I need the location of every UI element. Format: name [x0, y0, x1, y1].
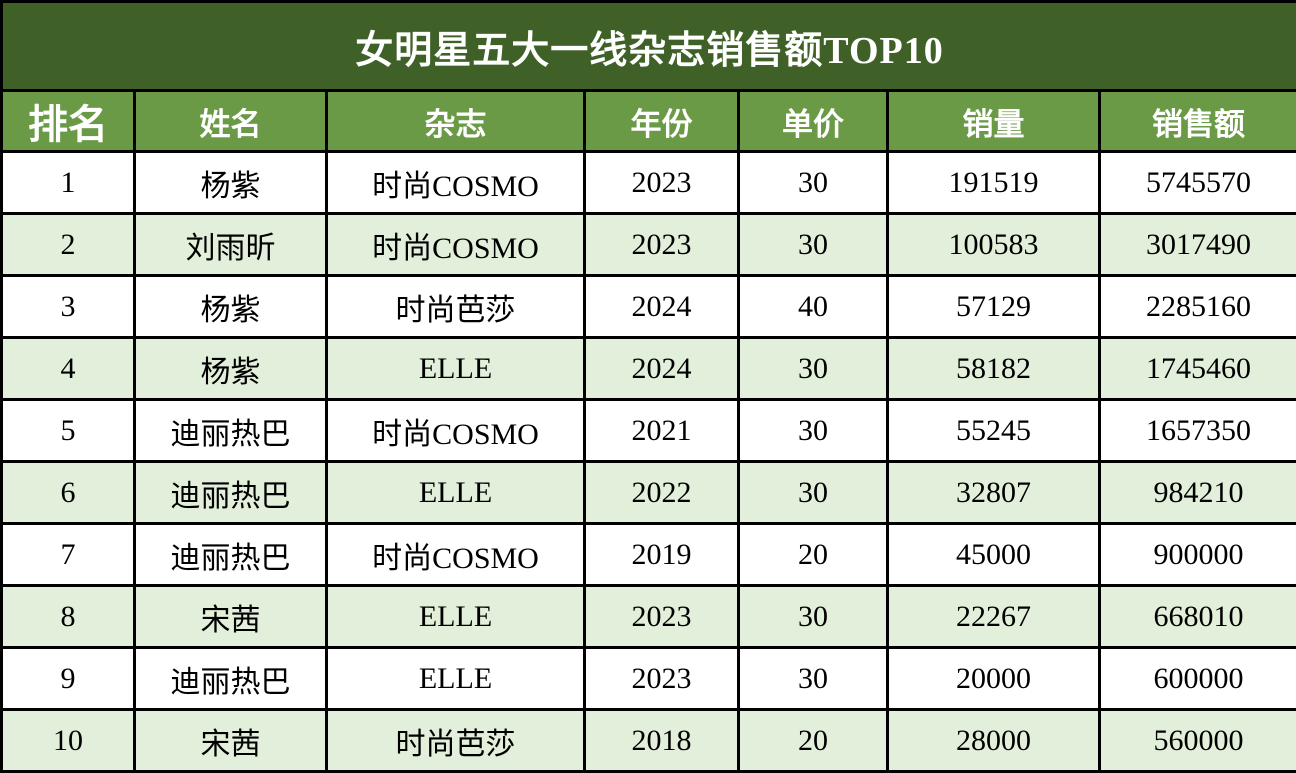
- cell-price: 30: [739, 462, 888, 524]
- cell-rank: 7: [2, 524, 135, 586]
- table-row: 5 迪丽热巴 时尚COSMO 2021 30 55245 1657350: [2, 400, 1296, 462]
- table-row: 3 杨紫 时尚芭莎 2024 40 57129 2285160: [2, 276, 1296, 338]
- table-row: 8 宋茜 ELLE 2023 30 22267 668010: [2, 586, 1296, 648]
- table-row: 2 刘雨昕 时尚COSMO 2023 30 100583 3017490: [2, 214, 1296, 276]
- cell-magazine: 时尚COSMO: [327, 400, 585, 462]
- cell-price: 30: [739, 152, 888, 214]
- cell-magazine: ELLE: [327, 648, 585, 710]
- table-row: 6 迪丽热巴 ELLE 2022 30 32807 984210: [2, 462, 1296, 524]
- cell-year: 2023: [585, 214, 739, 276]
- cell-year: 2019: [585, 524, 739, 586]
- column-header-volume: 销量: [888, 91, 1100, 152]
- cell-volume: 100583: [888, 214, 1100, 276]
- cell-rank: 5: [2, 400, 135, 462]
- cell-name: 杨紫: [135, 276, 327, 338]
- table-title-row: 女明星五大一线杂志销售额TOP10: [2, 2, 1296, 91]
- cell-sales: 900000: [1100, 524, 1296, 586]
- cell-sales: 560000: [1100, 710, 1296, 772]
- cell-volume: 58182: [888, 338, 1100, 400]
- cell-volume: 32807: [888, 462, 1100, 524]
- cell-name: 杨紫: [135, 338, 327, 400]
- column-header-year: 年份: [585, 91, 739, 152]
- cell-rank: 9: [2, 648, 135, 710]
- cell-magazine: 时尚COSMO: [327, 152, 585, 214]
- cell-year: 2023: [585, 586, 739, 648]
- cell-magazine: 时尚COSMO: [327, 214, 585, 276]
- table-row: 4 杨紫 ELLE 2024 30 58182 1745460: [2, 338, 1296, 400]
- cell-price: 20: [739, 524, 888, 586]
- cell-price: 30: [739, 338, 888, 400]
- cell-volume: 28000: [888, 710, 1100, 772]
- cell-rank: 4: [2, 338, 135, 400]
- cell-year: 2024: [585, 276, 739, 338]
- cell-sales: 600000: [1100, 648, 1296, 710]
- cell-name: 迪丽热巴: [135, 400, 327, 462]
- cell-name: 刘雨昕: [135, 214, 327, 276]
- cell-sales: 984210: [1100, 462, 1296, 524]
- cell-sales: 2285160: [1100, 276, 1296, 338]
- cell-rank: 1: [2, 152, 135, 214]
- cell-name: 杨紫: [135, 152, 327, 214]
- cell-volume: 20000: [888, 648, 1100, 710]
- cell-volume: 191519: [888, 152, 1100, 214]
- cell-rank: 8: [2, 586, 135, 648]
- cell-rank: 2: [2, 214, 135, 276]
- cell-sales: 5745570: [1100, 152, 1296, 214]
- column-header-sales: 销售额: [1100, 91, 1296, 152]
- cell-sales: 3017490: [1100, 214, 1296, 276]
- cell-volume: 45000: [888, 524, 1100, 586]
- table-row: 1 杨紫 时尚COSMO 2023 30 191519 5745570: [2, 152, 1296, 214]
- cell-volume: 55245: [888, 400, 1100, 462]
- table-row: 7 迪丽热巴 时尚COSMO 2019 20 45000 900000: [2, 524, 1296, 586]
- cell-rank: 3: [2, 276, 135, 338]
- cell-magazine: ELLE: [327, 462, 585, 524]
- table-row: 10 宋茜 时尚芭莎 2018 20 28000 560000: [2, 710, 1296, 772]
- cell-volume: 57129: [888, 276, 1100, 338]
- cell-year: 2023: [585, 152, 739, 214]
- cell-magazine: 时尚芭莎: [327, 710, 585, 772]
- cell-rank: 10: [2, 710, 135, 772]
- column-header-magazine: 杂志: [327, 91, 585, 152]
- cell-name: 迪丽热巴: [135, 524, 327, 586]
- cell-magazine: 时尚芭莎: [327, 276, 585, 338]
- cell-name: 迪丽热巴: [135, 462, 327, 524]
- cell-price: 20: [739, 710, 888, 772]
- cell-year: 2021: [585, 400, 739, 462]
- cell-volume: 22267: [888, 586, 1100, 648]
- cell-price: 30: [739, 400, 888, 462]
- cell-price: 40: [739, 276, 888, 338]
- cell-price: 30: [739, 214, 888, 276]
- column-header-name: 姓名: [135, 91, 327, 152]
- cell-year: 2023: [585, 648, 739, 710]
- table-header-row: 排名 姓名 杂志 年份 单价 销量 销售额: [2, 91, 1296, 152]
- cell-sales: 668010: [1100, 586, 1296, 648]
- cell-sales: 1745460: [1100, 338, 1296, 400]
- cell-name: 迪丽热巴: [135, 648, 327, 710]
- cell-magazine: 时尚COSMO: [327, 524, 585, 586]
- cell-magazine: ELLE: [327, 586, 585, 648]
- column-header-price: 单价: [739, 91, 888, 152]
- cell-year: 2024: [585, 338, 739, 400]
- cell-name: 宋茜: [135, 710, 327, 772]
- cell-price: 30: [739, 648, 888, 710]
- cell-name: 宋茜: [135, 586, 327, 648]
- table-title: 女明星五大一线杂志销售额TOP10: [2, 2, 1296, 91]
- cell-year: 2022: [585, 462, 739, 524]
- cell-year: 2018: [585, 710, 739, 772]
- cell-magazine: ELLE: [327, 338, 585, 400]
- column-header-rank: 排名: [2, 91, 135, 152]
- cell-price: 30: [739, 586, 888, 648]
- cell-sales: 1657350: [1100, 400, 1296, 462]
- table-row: 9 迪丽热巴 ELLE 2023 30 20000 600000: [2, 648, 1296, 710]
- cell-rank: 6: [2, 462, 135, 524]
